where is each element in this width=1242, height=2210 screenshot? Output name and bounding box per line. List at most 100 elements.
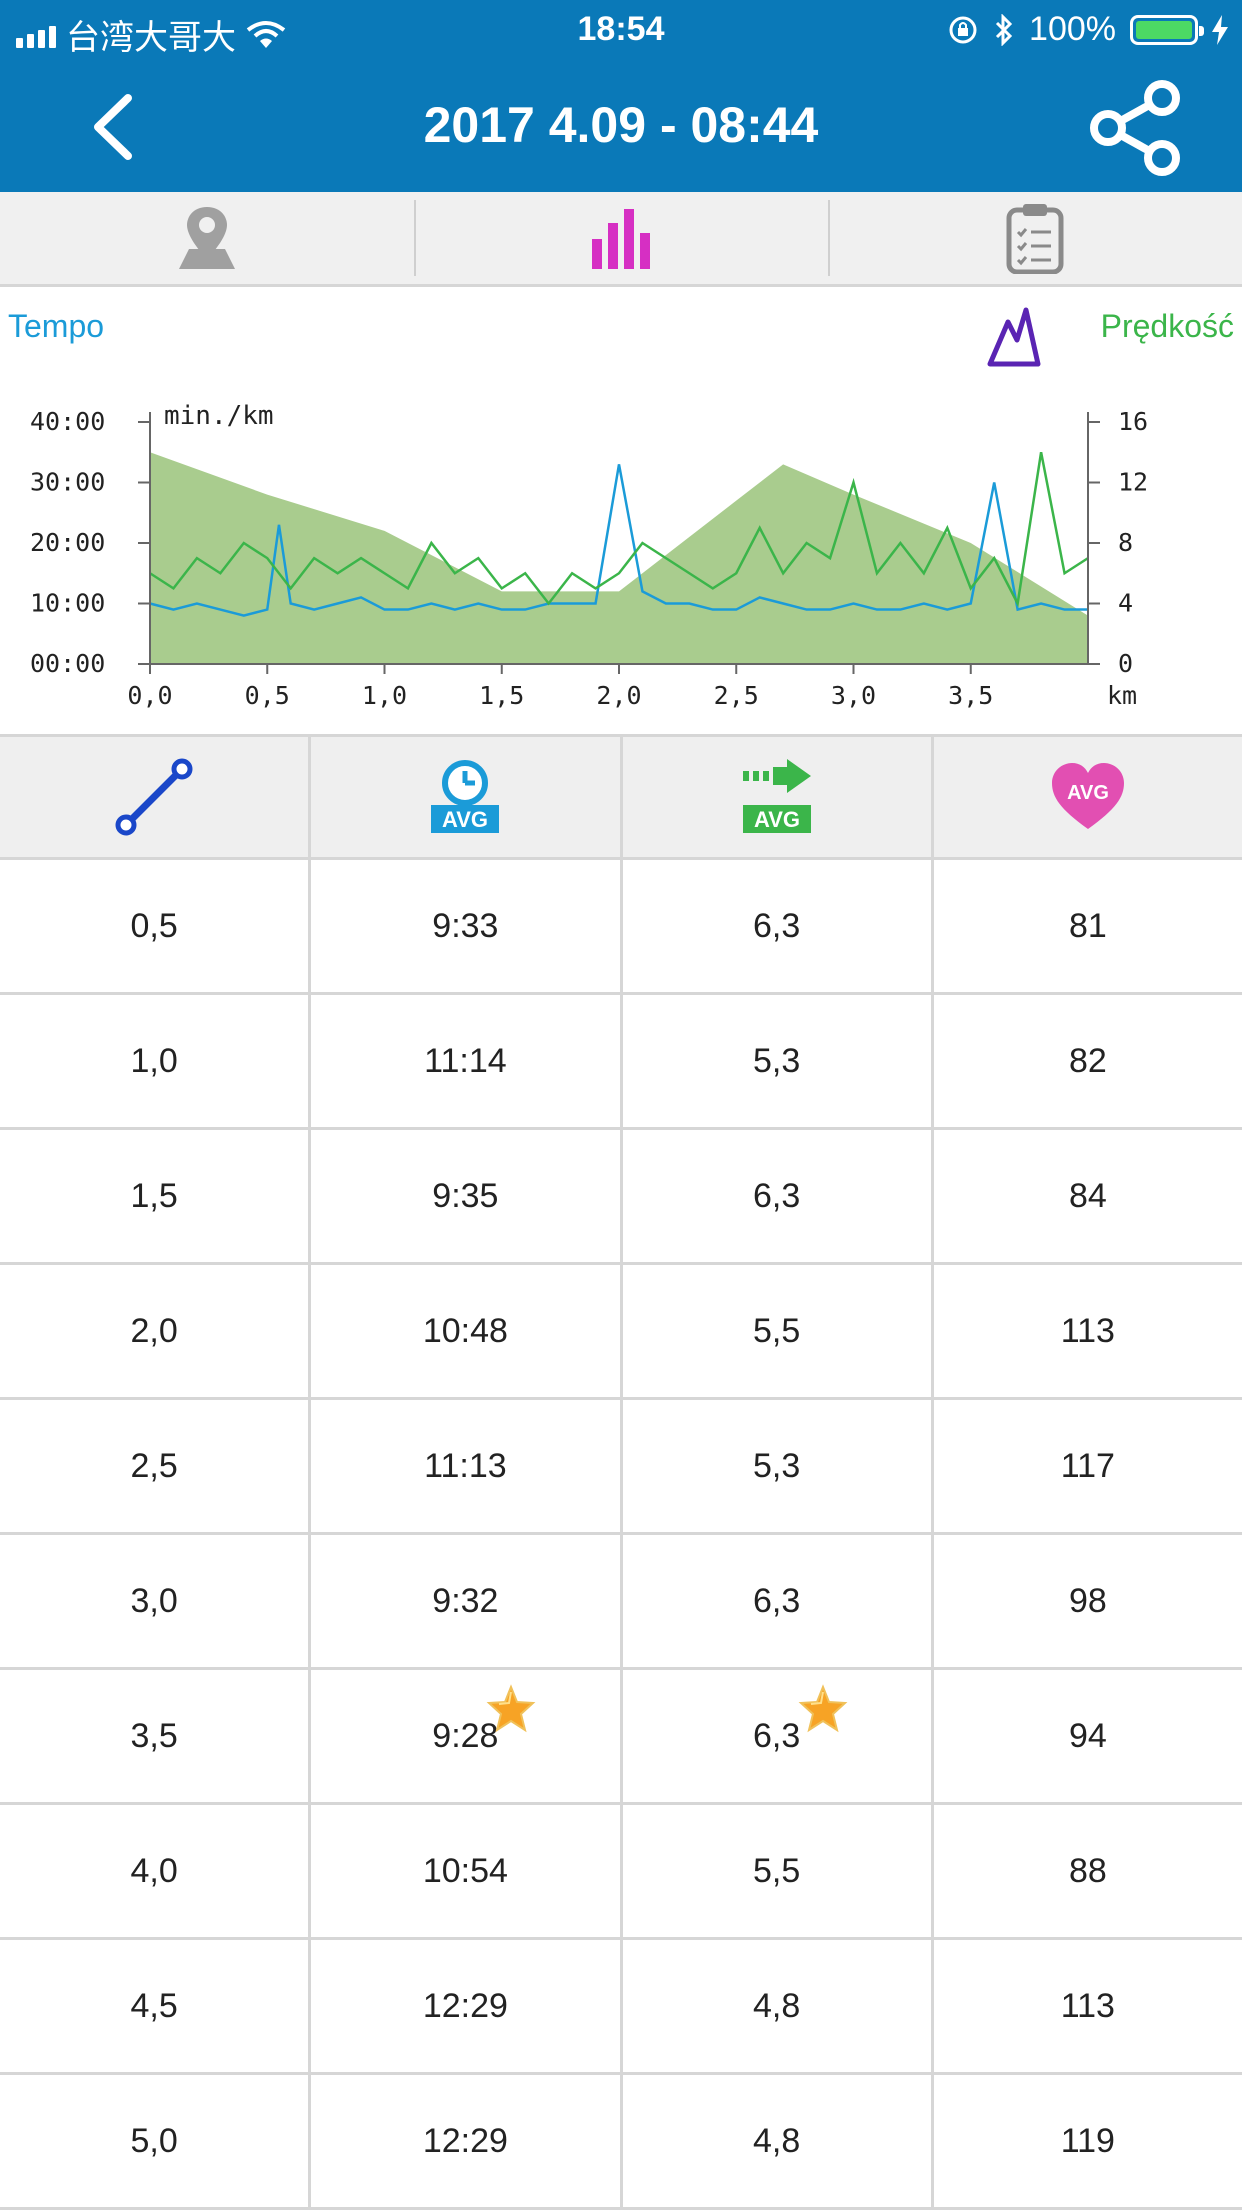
share-button[interactable]: [1086, 78, 1182, 178]
cell-avg-heart-rate: 94: [930, 1670, 1242, 1802]
cell-distance-value: 1,0: [130, 1041, 178, 1080]
view-tabs: [0, 192, 1242, 287]
cell-avg-speed-value: 6,3: [752, 1581, 801, 1620]
tab-map[interactable]: [0, 192, 414, 284]
avg-time-badge: AVG: [442, 807, 488, 832]
cell-avg-speed-value: 6,3: [752, 1716, 801, 1755]
status-left: 台湾大哥大: [16, 10, 286, 59]
table-row: 3,0 9:32 6,3 98: [0, 1535, 1242, 1670]
cell-avg-time-value: 10:48: [422, 1311, 508, 1350]
cell-avg-heart-rate-value: 82: [1068, 1041, 1107, 1080]
cell-avg-speed-value: 6,3: [752, 906, 801, 945]
cell-avg-heart-rate: 113: [930, 1940, 1242, 2072]
status-bar: 台湾大哥大 18:54 100%: [0, 0, 1242, 62]
legend-tempo[interactable]: Tempo: [8, 308, 105, 344]
table-header: AVG AVG AVG: [0, 734, 1242, 860]
cell-distance: 3,5: [0, 1670, 308, 1802]
app-header: 台湾大哥大 18:54 100% 2017 4: [0, 0, 1242, 192]
x-tick-label: 3,0: [831, 681, 876, 710]
back-button[interactable]: [84, 92, 144, 162]
elevation-area: [150, 452, 1088, 664]
cell-avg-time-value: 9:28: [432, 1716, 499, 1755]
cell-distance-value: 0,5: [130, 906, 178, 945]
cell-avg-speed: 6,3: [619, 1670, 931, 1802]
left-tick-label: 40:00: [30, 407, 105, 436]
legend-speed[interactable]: Prędkość: [1100, 308, 1234, 344]
cell-avg-heart-rate-value: 113: [1060, 1311, 1115, 1350]
cell-distance-value: 5,0: [130, 2121, 178, 2160]
x-tick-label: 2,5: [714, 681, 759, 710]
bluetooth-icon: [995, 13, 1013, 46]
cell-distance-value: 4,0: [130, 1851, 178, 1890]
cell-distance-value: 2,0: [130, 1311, 178, 1350]
cell-avg-speed: 4,8: [619, 2075, 931, 2207]
cell-avg-time-value: 12:29: [422, 1986, 508, 2025]
signal-icon: [16, 22, 56, 48]
elevation-toggle-icon[interactable]: [986, 306, 1042, 368]
table-row: 1,5 9:35 6,3 84: [0, 1130, 1242, 1265]
table-row: 4,0 10:54 5,5 88: [0, 1805, 1242, 1940]
best-star-icon: [798, 1684, 847, 1733]
right-tick-label: 12: [1118, 468, 1148, 497]
unit-label: min./km: [164, 401, 274, 431]
table-row: 1,0 11:14 5,3 82: [0, 995, 1242, 1130]
cell-avg-time-value: 11:13: [424, 1446, 507, 1485]
tempo-series-line: [149, 464, 1088, 617]
cell-avg-time-value: 10:54: [422, 1851, 508, 1890]
bar-chart-icon: [592, 209, 650, 269]
x-tick-label: 3,5: [948, 681, 993, 710]
splits-table: AVG AVG AVG 0,5 9:33 6,3 81 1,0 11:14 5,3 82 1,5…: [0, 734, 1242, 2210]
tab-chart[interactable]: [414, 192, 828, 284]
header-avg-time: AVG: [308, 737, 619, 857]
cell-avg-heart-rate-value: 117: [1060, 1446, 1115, 1485]
cell-avg-speed: 5,3: [619, 1400, 931, 1532]
cell-avg-speed: 5,5: [619, 1805, 931, 1937]
table-row: 0,5 9:33 6,3 81: [0, 860, 1242, 995]
battery-icon: [1130, 14, 1204, 45]
cell-avg-time-value: 9:33: [432, 906, 499, 945]
carrier-name: 台湾大哥大: [66, 19, 236, 57]
cell-distance: 4,0: [0, 1805, 308, 1937]
cell-avg-time: 9:32: [308, 1535, 619, 1667]
cell-avg-time-value: 9:35: [432, 1176, 499, 1215]
avg-speed-icon: AVG: [742, 759, 811, 833]
avg-speed-badge: AVG: [754, 807, 800, 832]
cell-avg-speed: 6,3: [619, 860, 931, 992]
cell-distance: 4,5: [0, 1940, 308, 2072]
status-time: 18:54: [577, 10, 665, 48]
header-distance: [0, 737, 308, 857]
x-tick-label: 0,5: [245, 681, 290, 710]
x-unit-label: km: [1107, 681, 1137, 710]
cell-avg-heart-rate: 113: [930, 1265, 1242, 1397]
cell-avg-time: 12:29: [308, 1940, 619, 2072]
cell-avg-time: 11:13: [308, 1400, 619, 1532]
header-avg-heart: AVG: [930, 737, 1242, 857]
cell-avg-heart-rate: 117: [930, 1400, 1242, 1532]
avg-time-icon: AVG: [431, 760, 500, 833]
cell-avg-heart-rate: 98: [930, 1535, 1242, 1667]
page-title: 2017 4.09 - 08:44: [423, 97, 819, 153]
table-row: 2,0 10:48 5,5 113: [0, 1265, 1242, 1400]
right-tick-label: 0: [1118, 649, 1133, 678]
cell-distance: 2,0: [0, 1265, 308, 1397]
cell-avg-heart-rate: 84: [930, 1130, 1242, 1262]
cell-distance: 3,0: [0, 1535, 308, 1667]
tab-summary[interactable]: [828, 192, 1242, 284]
charging-icon: [1212, 14, 1228, 45]
cell-avg-speed: 4,8: [619, 1940, 931, 2072]
cell-avg-time: 11:14: [308, 995, 619, 1127]
cell-avg-speed: 5,5: [619, 1265, 931, 1397]
cell-avg-heart-rate: 82: [930, 995, 1242, 1127]
cell-avg-speed-value: 6,3: [752, 1176, 801, 1215]
map-pin-icon: [179, 207, 235, 269]
clipboard-icon: [1006, 204, 1064, 274]
cell-distance: 1,0: [0, 995, 308, 1127]
table-row: 3,5 9:28 6,3 94: [0, 1670, 1242, 1805]
cell-avg-time-value: 12:29: [422, 2121, 508, 2160]
chart-header: Tempo Prędkość: [0, 300, 1242, 380]
left-tick-label: 30:00: [30, 468, 105, 497]
cell-avg-speed-value: 5,5: [752, 1851, 801, 1890]
best-star-icon: [486, 1684, 536, 1733]
cell-avg-time-value: 11:14: [424, 1041, 507, 1080]
cell-avg-speed-value: 5,3: [752, 1041, 801, 1080]
